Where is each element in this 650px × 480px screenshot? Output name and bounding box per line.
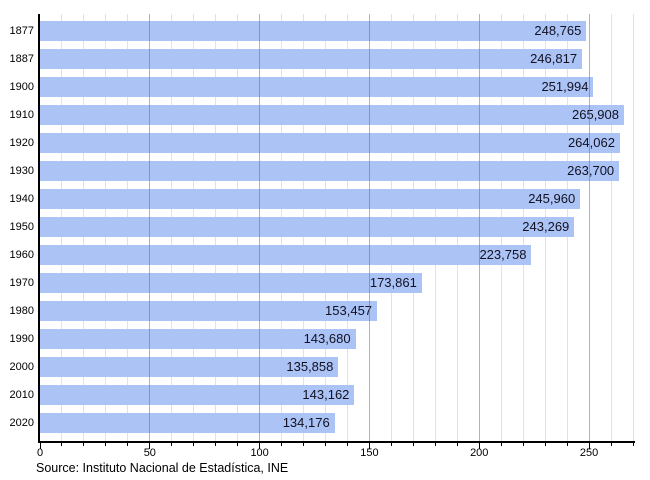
x-tick xyxy=(434,443,436,446)
x-tick-label: 100 xyxy=(250,447,269,459)
x-tick xyxy=(193,443,195,446)
x-tick-label: 200 xyxy=(470,447,489,459)
x-tick xyxy=(149,443,151,449)
x-tick xyxy=(368,443,370,449)
value-label: 264,062 xyxy=(567,135,615,150)
value-label: 251,994 xyxy=(541,79,589,94)
gridline-major xyxy=(149,14,151,441)
x-tick xyxy=(39,443,41,449)
x-tick xyxy=(215,443,217,446)
x-tick xyxy=(456,443,458,446)
value-label: 263,700 xyxy=(567,163,615,178)
x-tick xyxy=(127,443,129,446)
x-tick-label: 50 xyxy=(143,447,156,459)
gridline-minor xyxy=(632,14,634,441)
bar: 134,176 xyxy=(40,413,335,433)
gridline-major xyxy=(478,14,480,441)
bar: 251,994 xyxy=(40,77,594,97)
x-axis-line xyxy=(38,441,635,443)
bar: 143,680 xyxy=(40,329,356,349)
value-label: 245,960 xyxy=(528,191,576,206)
category-label: 1970 xyxy=(9,277,34,289)
bar: 135,858 xyxy=(40,357,339,377)
x-tick xyxy=(412,443,414,446)
bar: 153,457 xyxy=(40,301,378,321)
x-tick xyxy=(237,443,239,446)
x-tick xyxy=(105,443,107,446)
value-label: 173,861 xyxy=(369,275,417,290)
x-tick-label: 150 xyxy=(360,447,379,459)
value-label: 246,817 xyxy=(530,51,578,66)
value-label: 143,162 xyxy=(302,387,350,402)
x-tick-label: 250 xyxy=(579,447,599,459)
category-label: 1920 xyxy=(9,137,34,149)
bar: 223,758 xyxy=(40,245,532,265)
value-label: 223,758 xyxy=(479,247,527,262)
x-tick xyxy=(171,443,173,446)
gridline-minor xyxy=(610,14,612,441)
category-label: 1940 xyxy=(9,193,34,205)
plot-area: 248,765 246,817 251,994 265,908 264,062 263,7… xyxy=(40,14,634,441)
category-label: 1990 xyxy=(9,333,34,345)
x-tick xyxy=(566,443,568,446)
category-label: 1980 xyxy=(9,305,34,317)
bar: 265,908 xyxy=(40,105,624,125)
category-label: 1960 xyxy=(9,249,34,261)
value-label: 135,858 xyxy=(286,359,334,374)
bar: 173,861 xyxy=(40,273,422,293)
value-label: 143,680 xyxy=(303,331,351,346)
x-tick xyxy=(259,443,261,449)
category-label: 1930 xyxy=(9,165,34,177)
category-label: 1887 xyxy=(9,53,34,65)
category-label: 1950 xyxy=(9,221,34,233)
x-tick xyxy=(61,443,63,446)
bar: 243,269 xyxy=(40,217,575,237)
category-label: 2020 xyxy=(9,417,34,429)
x-tick xyxy=(610,443,612,446)
bar: 246,817 xyxy=(40,49,583,69)
category-label: 2010 xyxy=(9,389,34,401)
category-label: 1877 xyxy=(9,25,34,37)
value-label: 265,908 xyxy=(572,107,619,122)
x-tick xyxy=(588,443,590,449)
source-caption: Source: Instituto Nacional de Estadístic… xyxy=(36,461,289,475)
x-tick xyxy=(632,443,634,446)
x-tick xyxy=(500,443,502,446)
x-tick xyxy=(478,443,480,449)
value-label: 153,457 xyxy=(325,303,373,318)
x-tick-label: 0 xyxy=(36,447,44,459)
bar: 263,700 xyxy=(40,161,620,181)
value-label: 243,269 xyxy=(522,219,570,234)
gridline-major xyxy=(368,14,370,441)
category-label: 1910 xyxy=(9,109,34,121)
x-tick xyxy=(281,443,283,446)
category-label: 2000 xyxy=(9,361,34,373)
x-tick xyxy=(522,443,524,446)
x-tick xyxy=(325,443,327,446)
x-tick xyxy=(303,443,305,446)
x-tick xyxy=(544,443,546,446)
gridline-major xyxy=(588,14,590,441)
bar: 248,765 xyxy=(40,21,587,41)
x-tick xyxy=(390,443,392,446)
gridline-major xyxy=(259,14,261,441)
value-label: 134,176 xyxy=(282,415,330,430)
category-label: 1900 xyxy=(9,81,34,93)
bar: 264,062 xyxy=(40,133,620,153)
x-tick xyxy=(83,443,85,446)
bar: 245,960 xyxy=(40,189,581,209)
bar: 143,162 xyxy=(40,385,355,405)
y-axis-line xyxy=(38,14,40,443)
x-tick xyxy=(346,443,348,446)
value-label: 248,765 xyxy=(534,23,582,38)
